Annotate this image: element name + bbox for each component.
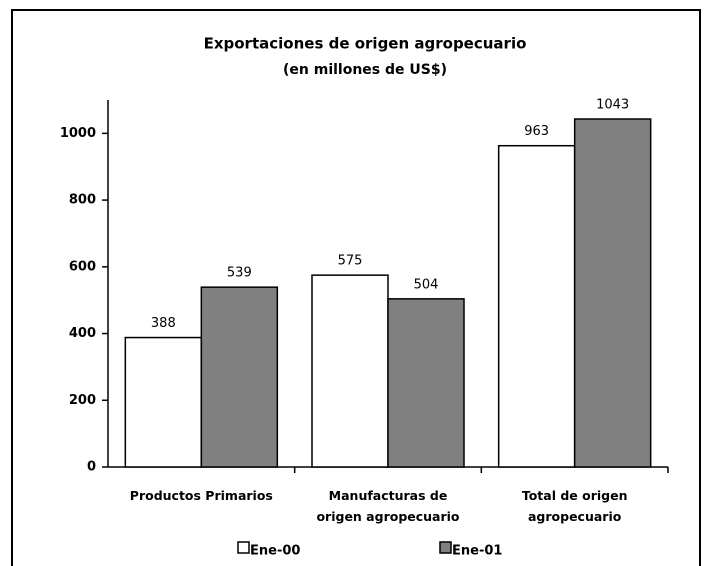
bar [387,298,465,468]
frame [11,9,701,566]
data-label: 963 [524,124,549,139]
bar [124,336,203,468]
bar [497,144,576,468]
legend-swatch [237,541,250,554]
data-label: 504 [414,277,439,292]
legend-label: Ene-00 [250,544,300,559]
y-tick-label: 1000 [60,126,96,141]
data-label: 1043 [596,98,629,113]
legend-label: Ene-01 [452,544,502,559]
y-tick-label: 400 [69,326,96,341]
bar [311,274,389,468]
data-label: 388 [151,316,176,331]
y-tick-label: 600 [69,259,96,274]
x-tick-label: Productos Primarios [129,488,273,503]
x-tick-label: Total de origen agropecuario [521,488,628,524]
legend-swatch [439,541,452,554]
chart-title: Exportaciones de origen agropecuario [204,35,527,53]
bar [573,118,652,468]
chart-subtitle: (en millones de US$) [283,62,447,78]
y-tick-label: 0 [87,460,96,475]
data-label: 539 [227,266,252,281]
y-tick-label: 800 [69,193,96,208]
data-label: 575 [338,254,363,269]
y-tick-label: 200 [69,393,96,408]
x-tick-label: Manufacturas de origen agropecuario [316,488,460,524]
bar [200,286,279,468]
